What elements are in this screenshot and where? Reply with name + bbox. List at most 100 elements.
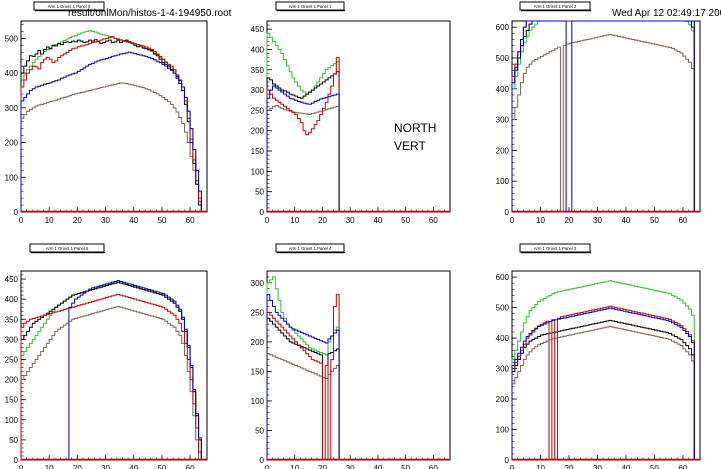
y-tick-label: 300: [496, 365, 510, 374]
panel-title: Arm 1 Orient 1 Panel 2: [534, 4, 577, 9]
y-tick-label: 100: [251, 397, 265, 406]
series-brown: [20, 82, 207, 213]
y-tick-label: 600: [496, 23, 510, 32]
histogram-panel-3: Arm 1 Orient 1 Panel 5050100150200250300…: [5, 243, 208, 469]
y-tick-label: 0: [14, 208, 19, 217]
x-tick-label: 60: [678, 464, 687, 469]
panel-title-box: Arm 1 Orient 1 Panel 5: [29, 243, 105, 254]
y-tick-label: 400: [496, 85, 510, 94]
x-tick-label: 60: [429, 216, 438, 225]
y-tick-label: 250: [251, 308, 265, 317]
series-black: [511, 20, 700, 213]
x-tick-label: 20: [318, 216, 327, 225]
series-green: [511, 20, 700, 213]
x-tick-label: 50: [157, 464, 166, 469]
x-tick-label: 20: [318, 464, 327, 469]
y-tick-label: 0: [260, 208, 265, 217]
x-tick-label: 50: [650, 464, 659, 469]
x-tick-label: 20: [565, 216, 574, 225]
x-tick-label: 50: [650, 216, 659, 225]
series-black: [20, 39, 207, 213]
panel-title: Arm 1 Orient 1 Panel 0: [48, 4, 91, 9]
y-tick-label: 400: [251, 45, 265, 54]
histogram-panel-5: Arm 1 Orient 1 Panel 3010020030040050060…: [496, 243, 701, 469]
y-tick-label: 250: [5, 355, 19, 364]
panel-title: Arm 1 Orient 1 Panel 5: [46, 246, 89, 251]
title-box-shadow: [521, 252, 591, 254]
x-tick-label: 30: [101, 216, 110, 225]
y-tick-label: 50: [9, 436, 18, 445]
histogram-panel-2: Arm 1 Orient 1 Panel 2010020030040050060…: [496, 1, 701, 225]
series-blue: [21, 280, 207, 461]
panel-title: Arm 1 Orient 1 Panel 1: [289, 4, 332, 9]
y-tick-label: 600: [496, 273, 510, 282]
x-tick-label: 50: [157, 216, 166, 225]
series-red: [20, 293, 207, 461]
y-tick-label: 250: [251, 106, 265, 115]
x-tick-label: 10: [290, 464, 299, 469]
x-tick-label: 20: [73, 464, 82, 469]
panel-title-box: Arm 1 Orient 1 Panel 1: [275, 1, 345, 12]
panel-title-box: Arm 1 Orient 1 Panel 4: [275, 243, 345, 254]
panel-title-box: Arm 1 Orient 1 Panel 0: [33, 1, 105, 12]
y-tick-label: 50: [255, 426, 264, 435]
series-black: [20, 281, 207, 461]
x-tick-label: 30: [593, 216, 602, 225]
x-tick-label: 30: [593, 464, 602, 469]
y-tick-label: 450: [251, 25, 265, 34]
y-tick-label: 150: [5, 396, 19, 405]
y-tick-label: 100: [5, 173, 19, 182]
plot-frame: [511, 20, 701, 213]
y-tick-label: 300: [251, 279, 265, 288]
y-tick-label: 150: [251, 367, 265, 376]
region-label-line1: NORTH: [394, 121, 437, 135]
series-green: [266, 276, 450, 461]
x-tick-label: 30: [346, 464, 355, 469]
x-tick-label: 20: [73, 216, 82, 225]
y-tick-label: 500: [496, 54, 510, 63]
histogram-panel-1: Arm 1 Orient 1 Panel 1050100150200250300…: [251, 1, 451, 225]
series-blue: [266, 294, 450, 461]
x-tick-label: 50: [401, 464, 410, 469]
series-green: [511, 280, 700, 461]
series-red: [511, 20, 700, 213]
region-label-line2: VERT: [394, 139, 426, 153]
y-tick-label: 100: [5, 416, 19, 425]
file-path-label: result/onlMon/histos-1-4-194950.root: [68, 8, 232, 19]
x-tick-label: 10: [290, 216, 299, 225]
y-tick-label: 450: [5, 275, 19, 284]
series-blue: [511, 20, 700, 213]
x-tick-label: 10: [536, 464, 545, 469]
timestamp-label: Wed Apr 12 02:49:17 2006: [612, 8, 721, 19]
y-tick-label: 100: [251, 167, 265, 176]
series-red: [266, 294, 450, 461]
x-tick-label: 60: [186, 464, 195, 469]
y-tick-label: 100: [496, 426, 510, 435]
y-tick-label: 0: [505, 456, 510, 465]
series-blue: [511, 307, 700, 461]
x-tick-label: 10: [45, 216, 54, 225]
y-tick-label: 0: [14, 456, 19, 465]
title-box-shadow: [35, 10, 105, 12]
series-brown: [266, 353, 450, 461]
y-tick-label: 300: [5, 335, 19, 344]
y-tick-label: 200: [251, 338, 265, 347]
y-tick-label: 150: [251, 147, 265, 156]
y-tick-label: 400: [5, 295, 19, 304]
x-tick-label: 0: [510, 216, 515, 225]
x-tick-label: 60: [678, 216, 687, 225]
x-tick-label: 40: [373, 464, 382, 469]
y-tick-label: 400: [5, 69, 19, 78]
x-tick-label: 0: [19, 464, 24, 469]
y-tick-label: 500: [496, 304, 510, 313]
series-black: [511, 319, 700, 461]
y-tick-label: 350: [251, 66, 265, 75]
title-box-shadow: [277, 10, 345, 12]
x-tick-label: 0: [510, 464, 515, 469]
y-tick-label: 200: [5, 376, 19, 385]
y-tick-label: 300: [496, 116, 510, 125]
y-tick-label: 200: [496, 146, 510, 155]
x-tick-label: 40: [129, 464, 138, 469]
y-tick-label: 200: [251, 127, 265, 136]
